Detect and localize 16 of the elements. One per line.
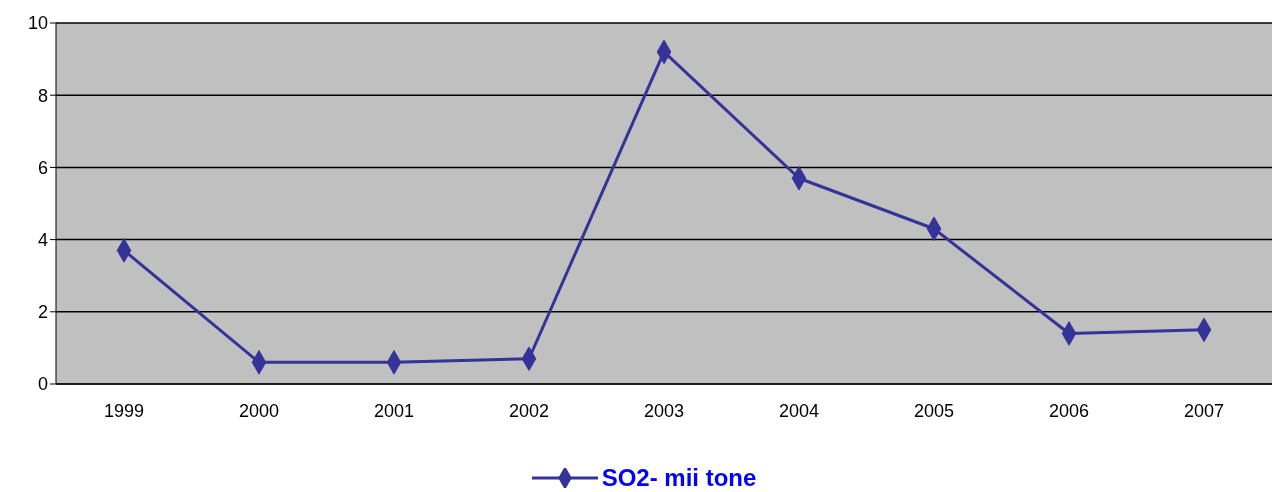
y-tick-label: 10 bbox=[27, 13, 48, 34]
x-tick-label: 2001 bbox=[373, 400, 415, 421]
x-tick-label: 2003 bbox=[643, 400, 685, 421]
y-tick-label: 0 bbox=[37, 374, 48, 395]
x-tick-label: 2007 bbox=[1183, 400, 1225, 421]
x-tick-label: 1999 bbox=[103, 400, 145, 421]
x-tick-label: 2005 bbox=[913, 400, 955, 421]
x-tick-label: 2000 bbox=[238, 400, 280, 421]
x-tick-label: 2002 bbox=[508, 400, 550, 421]
y-tick-label: 4 bbox=[37, 229, 48, 250]
x-tick-label: 2006 bbox=[1048, 400, 1090, 421]
x-tick-label: 2004 bbox=[778, 400, 820, 421]
y-tick-label: 2 bbox=[37, 302, 48, 323]
y-tick-label: 8 bbox=[37, 85, 48, 106]
legend-label: SO2- mii tone bbox=[601, 464, 757, 492]
y-tick-label: 6 bbox=[37, 157, 48, 178]
